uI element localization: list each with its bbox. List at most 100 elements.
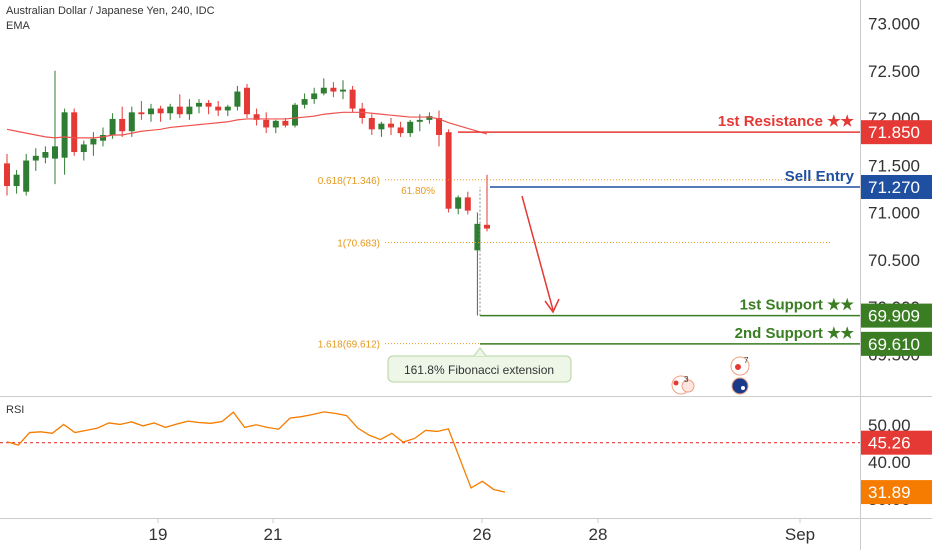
event-count: 7 [744,356,749,365]
candle-down [215,106,222,111]
candle-up [52,146,58,159]
candle-down [71,112,78,153]
price-tick-label: 71.500 [868,156,920,175]
rsi-reference-value: 45.26 [868,434,911,453]
candle-down [397,127,404,134]
candle-down [176,106,183,115]
level-price-value: 69.909 [868,307,920,326]
candle-up [301,99,308,105]
candle-up [23,160,30,192]
time-tick-label: Sep [785,525,815,544]
fib-percent-label: 61.80% [401,186,435,197]
fib-level-label: 1(70.683) [337,238,380,249]
rsi-line [6,411,506,493]
fib-level-label: 0.618(71.346) [318,176,380,187]
fib-callout-pointer [473,347,487,357]
time-tick-label: 19 [149,525,168,544]
candle-down [263,119,270,128]
rsi-tick-label: 50.00 [868,416,911,435]
time-tick-label: 21 [264,525,283,544]
level-price-badge [861,303,932,328]
time-tick-label: 26 [473,525,492,544]
candle-down [282,120,289,126]
candle-down [388,123,394,128]
level-label-support: 2nd Support ★★ [735,325,855,342]
chart-title: Australian Dollar / Japanese Yen, 240, I… [6,5,215,17]
candle-down [359,108,366,118]
candle-up [320,87,327,94]
rsi-current-badge [861,480,932,505]
candle-down [445,132,452,209]
candle-up [224,106,231,111]
candle-up [186,106,193,115]
rsi-current-value: 31.89 [868,483,911,502]
event-marker-secondary [681,379,695,393]
candle-up [80,144,87,153]
level-price-badge [861,120,932,145]
candle-up [378,123,385,130]
candle-up [90,138,97,145]
level-label-support: 1st Support ★★ [740,297,855,314]
candle-up [234,91,241,107]
candle-up [407,121,414,134]
flag-au-star [741,386,745,390]
candle-down [349,89,356,109]
level-price-badge [861,174,932,199]
candle-up [128,112,135,132]
candle-up [426,116,433,120]
candle-down [253,114,260,120]
candle-up [416,119,423,122]
rsi-reference-badge [861,430,932,455]
candle-up [148,108,154,115]
level-price-value: 69.610 [868,335,920,354]
time-tick-label: 28 [589,525,608,544]
level-price-value: 71.850 [868,123,920,142]
rsi-tick-label: 40.00 [868,453,911,472]
candle-down [484,224,490,229]
candle-down [4,163,10,187]
ema-line [6,111,488,139]
candle-down [464,197,471,211]
event-dot-icon [735,364,741,370]
candle-down [368,118,375,130]
candle-up [13,174,20,187]
indicator-label: EMA [6,20,30,32]
event-dot-icon [673,380,679,386]
price-tick-label: 70.500 [868,251,920,270]
price-tick-label: 73.000 [868,15,920,34]
candle-up [61,112,68,158]
candle-up [340,89,346,92]
candle-down [330,87,337,92]
candle-up [167,106,174,114]
candle-down [205,102,212,107]
candle-up [196,102,202,107]
fib-level-label: 1.618(69.612) [318,340,380,351]
rsi-pane-label: RSI [6,404,25,416]
sell-arrow-head [544,298,560,314]
candle-up [474,223,481,251]
candle-down [436,118,442,136]
level-price-value: 71.270 [868,178,920,197]
candle-down [244,87,250,115]
candle-down [157,108,164,114]
candle-up [100,135,106,141]
price-tick-label: 72.500 [868,62,920,81]
candle-down [119,118,126,132]
candle-down [138,112,145,115]
event-count: 3 [684,375,689,384]
level-price-badge [861,331,932,356]
candle-up [292,104,298,126]
fib-callout-text: 161.8% Fibonacci extension [404,363,554,377]
candle-up [272,120,279,128]
sell-arrow [521,195,554,311]
price-tick-label: 71.000 [868,204,920,223]
candle-up [455,197,462,209]
candle-up [32,155,39,161]
candle-up [42,152,49,158]
candle-up [109,118,116,136]
flag-au-icon [731,377,749,395]
level-label-entry: Sell Entry [785,168,855,185]
level-label-resistance: 1st Resistance ★★ [718,113,855,130]
candle-up [311,93,318,100]
